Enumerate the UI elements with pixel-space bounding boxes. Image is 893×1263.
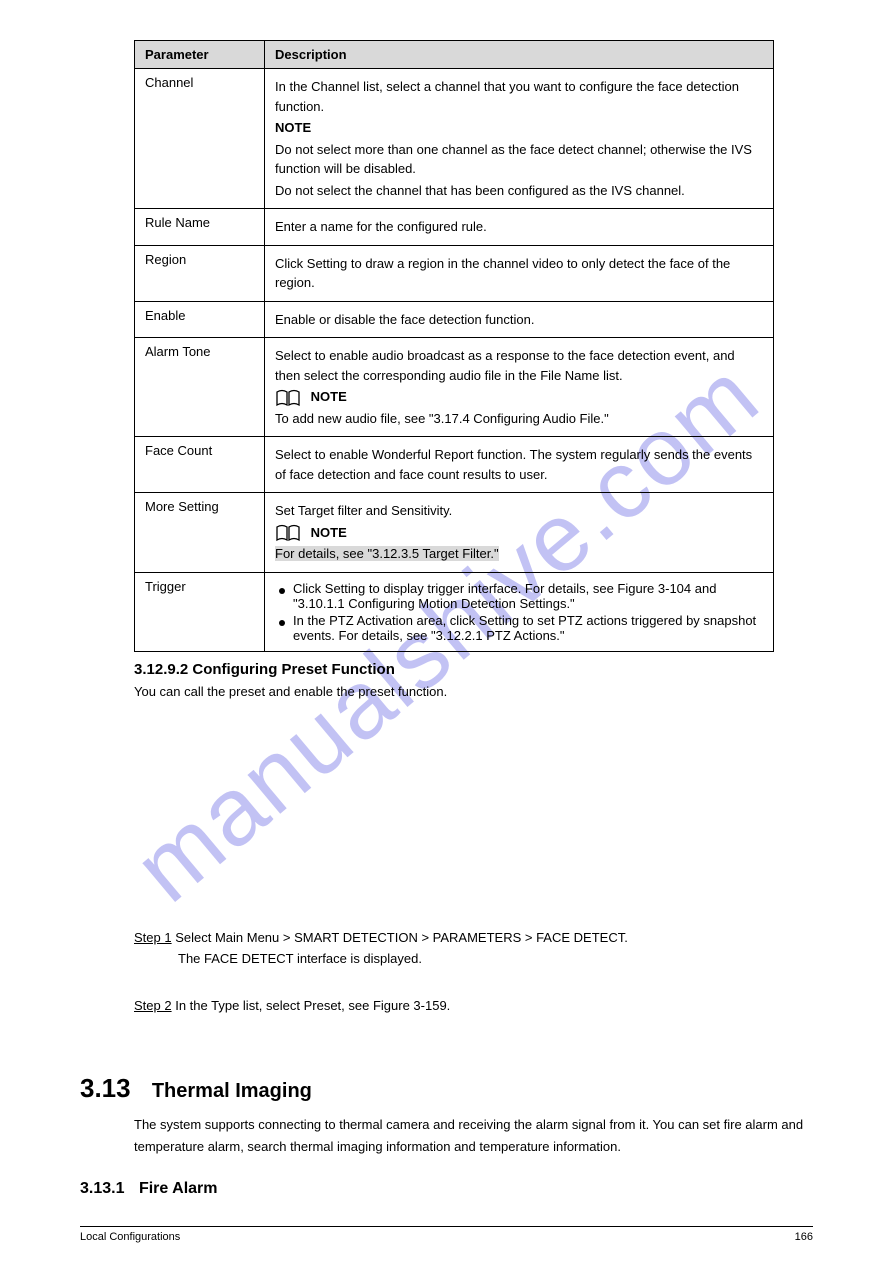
desc-cell: Click Setting to draw a region in the ch… — [265, 245, 774, 301]
highlighted-text: For details, see "3.12.3.5 Target Filter… — [275, 546, 499, 561]
desc-cell: Click Setting to display trigger interfa… — [265, 572, 774, 651]
list-item: In the PTZ Activation area, click Settin… — [275, 613, 763, 643]
desc-cell: Enter a name for the configured rule. — [265, 209, 774, 246]
param-cell: More Setting — [135, 493, 265, 573]
param-cell: Trigger — [135, 572, 265, 651]
header-parameter: Parameter — [135, 41, 265, 69]
subsection-heading: 3.13.1 Fire Alarm — [80, 1180, 813, 1198]
book-icon — [275, 524, 301, 542]
spacer — [80, 702, 813, 902]
note-label-text: NOTE — [311, 389, 347, 404]
desc-text: Click Setting to draw a region in the ch… — [275, 254, 763, 293]
param-cell: Channel — [135, 69, 265, 209]
table-row: More Setting Set Target filter and Sensi… — [135, 493, 774, 573]
desc-cell: In the Channel list, select a channel th… — [265, 69, 774, 209]
page-content: Parameter Description Channel In the Cha… — [0, 0, 893, 1228]
note-line: NOTE — [275, 523, 763, 543]
list-item: Click Setting to display trigger interfa… — [275, 581, 763, 611]
table-row: Alarm Tone Select to enable audio broadc… — [135, 338, 774, 437]
bullet-list: Click Setting to display trigger interfa… — [275, 581, 763, 643]
step-1-label: Step 1 — [134, 930, 172, 945]
footer-left: Local Configurations — [80, 1231, 180, 1243]
desc-text: Set Target filter and Sensitivity. — [275, 501, 763, 521]
header-description: Description — [265, 41, 774, 69]
desc-text: Select to enable audio broadcast as a re… — [275, 346, 763, 385]
table-row: Region Click Setting to draw a region in… — [135, 245, 774, 301]
desc-text: Enable or disable the face detection fun… — [275, 310, 763, 330]
desc-cell: Select to enable Wonderful Report functi… — [265, 437, 774, 493]
desc-cell: Enable or disable the face detection fun… — [265, 301, 774, 338]
desc-cell: Select to enable audio broadcast as a re… — [265, 338, 774, 437]
param-cell: Enable — [135, 301, 265, 338]
param-cell: Alarm Tone — [135, 338, 265, 437]
step-1-text: Select Main Menu > SMART DETECTION > PAR… — [175, 930, 628, 945]
note-line: NOTE — [275, 387, 763, 407]
param-cell: Rule Name — [135, 209, 265, 246]
table-row: Face Count Select to enable Wonderful Re… — [135, 437, 774, 493]
table-row: Channel In the Channel list, select a ch… — [135, 69, 774, 209]
section-number: 3.13 Thermal Imaging — [80, 1073, 813, 1104]
highlighted-note: For details, see "3.12.3.5 Target Filter… — [275, 544, 763, 564]
step-2-label: Step 2 — [134, 998, 172, 1013]
desc-text: To add new audio file, see "3.17.4 Confi… — [275, 409, 763, 429]
section-title: Thermal Imaging — [152, 1080, 312, 1102]
preset-section: 3.12.9.2 Configuring Preset Function You… — [134, 658, 813, 703]
desc-text: Select to enable Wonderful Report functi… — [275, 445, 763, 484]
preset-title: 3.12.9.2 Configuring Preset Function — [134, 658, 813, 682]
parameters-table: Parameter Description Channel In the Cha… — [134, 40, 774, 652]
book-icon — [275, 389, 301, 407]
section-body: The system supports connecting to therma… — [134, 1114, 813, 1158]
table-row: Rule Name Enter a name for the configure… — [135, 209, 774, 246]
step-block-1: Step 1 Select Main Menu > SMART DETECTIO… — [134, 928, 813, 970]
param-cell: Region — [135, 245, 265, 301]
note-label: NOTE — [275, 118, 763, 138]
table-header-row: Parameter Description — [135, 41, 774, 69]
desc-text: Enter a name for the configured rule. — [275, 217, 763, 237]
preset-intro: You can call the preset and enable the p… — [134, 682, 813, 703]
table-row: Enable Enable or disable the face detect… — [135, 301, 774, 338]
param-cell: Face Count — [135, 437, 265, 493]
desc-text: Do not select more than one channel as t… — [275, 140, 763, 179]
page-footer: Local Configurations 166 — [80, 1226, 813, 1243]
step-block-2: Step 2 In the Type list, select Preset, … — [134, 996, 813, 1017]
footer-page-number: 166 — [795, 1231, 813, 1243]
note-label-text: NOTE — [311, 525, 347, 540]
desc-cell: Set Target filter and Sensitivity. NOTE … — [265, 493, 774, 573]
desc-text: Do not select the channel that has been … — [275, 181, 763, 201]
step-1-followup: The FACE DETECT interface is displayed. — [178, 949, 813, 970]
step-2-text: In the Type list, select Preset, see Fig… — [175, 998, 450, 1013]
desc-text: In the Channel list, select a channel th… — [275, 77, 763, 116]
table-row: Trigger Click Setting to display trigger… — [135, 572, 774, 651]
